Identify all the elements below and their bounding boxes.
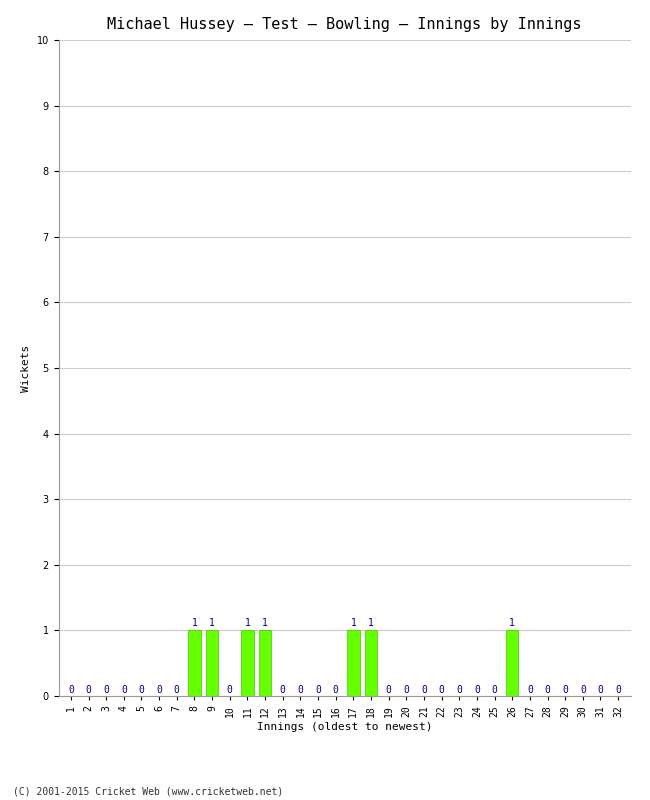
Text: 0: 0 — [227, 685, 233, 694]
Text: 0: 0 — [68, 685, 74, 694]
Text: 1: 1 — [262, 618, 268, 628]
Bar — [188, 630, 201, 696]
Text: 0: 0 — [138, 685, 144, 694]
Bar — [506, 630, 519, 696]
Text: 0: 0 — [562, 685, 568, 694]
Text: 0: 0 — [439, 685, 445, 694]
Bar — [365, 630, 377, 696]
Text: 0: 0 — [121, 685, 127, 694]
Text: 0: 0 — [156, 685, 162, 694]
Text: 0: 0 — [298, 685, 304, 694]
Y-axis label: Wickets: Wickets — [21, 344, 31, 392]
Text: 0: 0 — [527, 685, 533, 694]
Bar — [241, 630, 254, 696]
Text: 0: 0 — [280, 685, 285, 694]
Title: Michael Hussey – Test – Bowling – Innings by Innings: Michael Hussey – Test – Bowling – Inning… — [107, 17, 582, 32]
Text: 0: 0 — [456, 685, 462, 694]
Bar — [347, 630, 359, 696]
Text: 0: 0 — [174, 685, 179, 694]
Bar — [259, 630, 271, 696]
Text: 0: 0 — [474, 685, 480, 694]
Text: 1: 1 — [192, 618, 198, 628]
Text: (C) 2001-2015 Cricket Web (www.cricketweb.net): (C) 2001-2015 Cricket Web (www.cricketwe… — [13, 786, 283, 796]
Text: 0: 0 — [385, 685, 391, 694]
Text: 0: 0 — [86, 685, 92, 694]
Text: 0: 0 — [421, 685, 427, 694]
Bar — [206, 630, 218, 696]
Text: 1: 1 — [510, 618, 515, 628]
Text: 0: 0 — [315, 685, 321, 694]
Text: 0: 0 — [103, 685, 109, 694]
Text: 0: 0 — [333, 685, 339, 694]
Text: 0: 0 — [597, 685, 603, 694]
Text: 0: 0 — [615, 685, 621, 694]
X-axis label: Innings (oldest to newest): Innings (oldest to newest) — [257, 722, 432, 732]
Text: 0: 0 — [404, 685, 410, 694]
Text: 1: 1 — [244, 618, 250, 628]
Text: 0: 0 — [580, 685, 586, 694]
Text: 1: 1 — [350, 618, 356, 628]
Text: 0: 0 — [491, 685, 497, 694]
Text: 0: 0 — [545, 685, 551, 694]
Text: 1: 1 — [209, 618, 215, 628]
Text: 1: 1 — [368, 618, 374, 628]
